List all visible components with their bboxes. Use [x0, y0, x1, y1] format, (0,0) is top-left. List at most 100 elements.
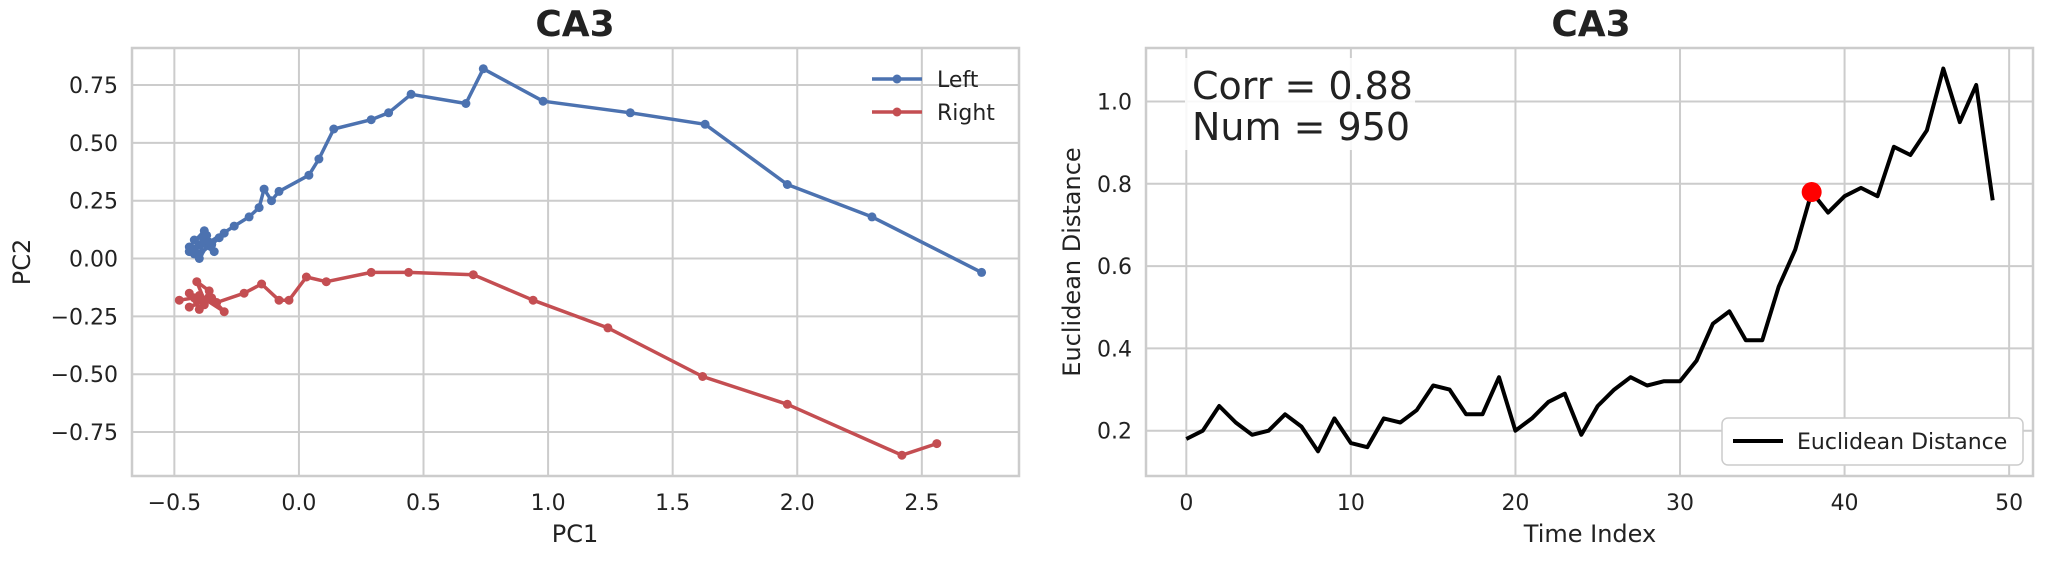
- x-tick-label: 10: [1337, 491, 1365, 516]
- data-point: [174, 295, 184, 305]
- data-point: [977, 267, 987, 277]
- data-point: [184, 302, 194, 312]
- y-tick-label: 0.6: [1097, 255, 1132, 280]
- data-point: [209, 247, 219, 257]
- legend-marker-left: [892, 74, 902, 84]
- x-tick-label: 30: [1666, 491, 1694, 516]
- data-point: [204, 286, 214, 296]
- data-point: [321, 277, 331, 287]
- legend: Left Right: [872, 68, 995, 126]
- x-tick-label: 50: [1995, 491, 2023, 516]
- data-point: [184, 242, 194, 252]
- y-tick-label: 0.4: [1097, 337, 1132, 362]
- data-point: [212, 298, 222, 307]
- data-point: [184, 288, 194, 298]
- data-point: [314, 154, 324, 164]
- data-point: [625, 108, 635, 118]
- data-point: [897, 450, 907, 460]
- count-annotation: Num = 950: [1192, 105, 1410, 149]
- axes-frame: [1144, 46, 2035, 478]
- y-tick-label: −0.50: [51, 363, 118, 388]
- data-point: [384, 108, 394, 118]
- data-point: [538, 96, 548, 106]
- y-axis-label: PC2: [8, 239, 36, 286]
- data-point: [229, 221, 239, 231]
- data-point: [867, 212, 877, 222]
- correlation-annotation: Corr = 0.88: [1192, 64, 1413, 108]
- data-point: [700, 119, 710, 129]
- data-point: [366, 267, 376, 277]
- data-point: [274, 186, 284, 196]
- y-tick-label: 0.75: [69, 74, 118, 99]
- y-tick-label: 1.0: [1097, 91, 1132, 116]
- y-tick-label: 0.00: [69, 248, 118, 273]
- data-point: [528, 295, 538, 305]
- data-point: [239, 288, 249, 298]
- x-axis-label: Time Index: [1523, 520, 1656, 548]
- x-tick-label: 2.0: [780, 491, 815, 516]
- annotation-box: [1185, 58, 1415, 150]
- y-tick-label: −0.75: [51, 421, 118, 446]
- data-point: [189, 235, 199, 245]
- data-point: [468, 270, 478, 280]
- data-point: [194, 249, 204, 259]
- legend-marker-right: [892, 107, 902, 117]
- data-point: [304, 170, 314, 180]
- distance-panel: CA3 0 10 20 30 40 50 0.2 0.4 0.6 0.8 1.0 Corr = 0.…: [1058, 4, 2035, 548]
- y-tick-label: 0.50: [69, 132, 118, 157]
- plot-area: [1185, 66, 1995, 454]
- x-tick-label: 0.5: [406, 491, 441, 516]
- y-axis-label: Euclidean Distance: [1058, 147, 1086, 376]
- data-point: [404, 267, 414, 277]
- axes-frame: [130, 46, 1021, 478]
- data-point: [244, 212, 254, 222]
- data-point: [257, 279, 267, 289]
- y-tick-label: −0.25: [51, 305, 118, 330]
- x-tick-label: −0.5: [148, 491, 201, 516]
- x-tick-label: 1.0: [531, 491, 566, 516]
- pca-panel: CA3 −0.5 0.0 0.5 1.0 1.5 2.0 2.5 −0.75 −0.50 −0.2…: [8, 4, 1021, 548]
- tick-labels: 0 10 20 30 40 50 0.2 0.4 0.6 0.8 1.0: [1097, 91, 2023, 517]
- data-point: [603, 323, 613, 333]
- data-point: [461, 99, 471, 108]
- data-point: [219, 228, 229, 238]
- x-tick-label: 1.5: [655, 491, 690, 516]
- chart-title: CA3: [535, 4, 614, 45]
- chart-title: CA3: [1551, 4, 1630, 45]
- data-point: [301, 272, 311, 282]
- y-tick-label: 0.8: [1097, 173, 1132, 198]
- data-point: [284, 295, 294, 305]
- data-point: [194, 304, 204, 314]
- legend-label-left: Left: [937, 68, 979, 93]
- series-line-euclidean-distance: [1185, 66, 1995, 454]
- x-tick-label: 2.5: [904, 491, 939, 516]
- data-point: [698, 372, 708, 381]
- data-point: [194, 291, 204, 300]
- data-point: [219, 307, 229, 317]
- y-tick-label: 0.25: [69, 190, 118, 215]
- highlight-point: [1801, 182, 1822, 203]
- x-tick-label: 40: [1831, 491, 1859, 516]
- x-tick-label: 20: [1501, 491, 1529, 516]
- legend-label-right: Right: [937, 101, 995, 126]
- legend: Euclidean Distance: [1721, 417, 2024, 466]
- data-point: [267, 196, 276, 206]
- data-point: [204, 237, 214, 247]
- x-tick-label: 0.0: [281, 491, 316, 516]
- data-point: [192, 277, 202, 287]
- data-point: [406, 89, 416, 99]
- data-point: [782, 180, 792, 189]
- data-point: [478, 64, 488, 74]
- data-point: [254, 203, 264, 213]
- legend-label-distance: Euclidean Distance: [1797, 430, 2007, 455]
- tick-labels: −0.5 0.0 0.5 1.0 1.5 2.0 2.5 −0.75 −0.50 −0.25 0.0…: [51, 74, 940, 516]
- series-line-left: [187, 67, 983, 274]
- y-tick-label: 0.2: [1097, 420, 1132, 445]
- data-point: [366, 115, 376, 125]
- data-point: [274, 295, 284, 305]
- data-point: [202, 230, 212, 240]
- legend-box: [1721, 417, 2024, 466]
- x-axis-label: PC1: [552, 520, 599, 548]
- plot-area: [174, 64, 987, 460]
